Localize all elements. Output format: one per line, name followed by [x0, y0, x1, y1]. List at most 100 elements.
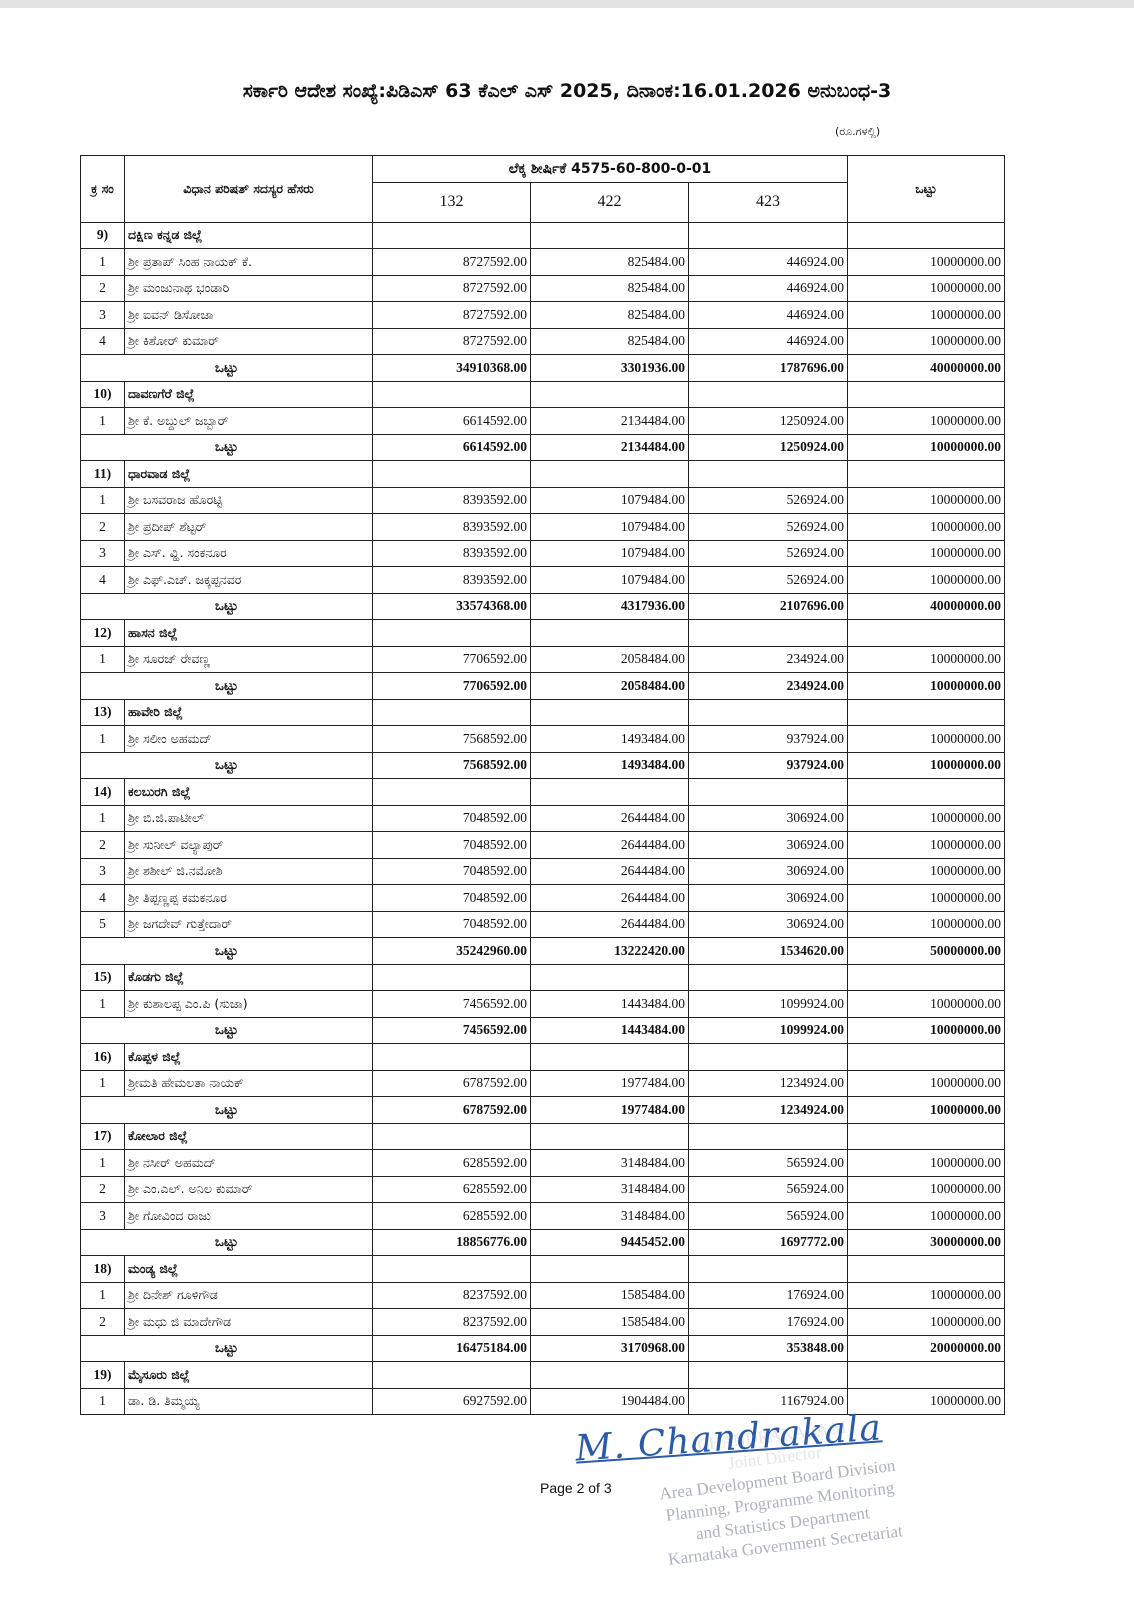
total-grand: 30000000.00	[847, 1228, 1005, 1256]
empty-cell	[372, 698, 531, 726]
amount-422: 1977484.00	[530, 1069, 689, 1097]
amount-132: 7456592.00	[372, 990, 531, 1018]
empty-cell	[688, 1122, 848, 1150]
district-number: 11)	[80, 460, 125, 488]
serial-number: 1	[80, 1149, 125, 1177]
amount-total: 10000000.00	[847, 1308, 1005, 1336]
empty-cell	[688, 460, 848, 488]
district-row: 14) ಕಲಬುರಗಿ ಜಿಲ್ಲೆ	[80, 778, 1005, 806]
empty-cell	[372, 1043, 531, 1071]
total-132: 18856776.00	[372, 1228, 531, 1256]
amount-422: 1585484.00	[530, 1281, 689, 1309]
empty-cell	[847, 1361, 1005, 1389]
district-name: ಧಾರವಾಡ ಜಿಲ್ಲೆ	[124, 460, 373, 488]
district-name: ಕಲಬುರಗಿ ಜಿಲ್ಲೆ	[124, 778, 373, 806]
amount-132: 7048592.00	[372, 804, 531, 832]
empty-cell	[847, 1255, 1005, 1283]
amount-422: 2134484.00	[530, 407, 689, 435]
total-423: 1787696.00	[688, 354, 848, 382]
total-label: ಒಟ್ಟು	[80, 592, 373, 620]
district-number: 15)	[80, 963, 125, 991]
amount-132: 6285592.00	[372, 1175, 531, 1203]
total-423: 234924.00	[688, 672, 848, 700]
amount-423: 565924.00	[688, 1149, 848, 1177]
amount-132: 8727592.00	[372, 327, 531, 355]
amount-423: 176924.00	[688, 1308, 848, 1336]
amount-423: 446924.00	[688, 274, 848, 302]
amount-132: 7706592.00	[372, 645, 531, 673]
serial-number: 1	[80, 407, 125, 435]
amount-total: 10000000.00	[847, 539, 1005, 567]
amount-total: 10000000.00	[847, 857, 1005, 885]
total-grand: 10000000.00	[847, 433, 1005, 461]
total-422: 13222420.00	[530, 937, 689, 965]
serial-number: 2	[80, 274, 125, 302]
member-row: 2 ಶ್ರೀ ಸುನೀಲ್ ವಲ್ಯಾಪುರ್ 7048592.00 2644484.…	[80, 831, 1005, 859]
member-row: 3 ಶ್ರೀ ಐವನ್ ಡಿಸೋಜಾ 8727592.00 825484.00 4469…	[80, 301, 1005, 329]
amount-total: 10000000.00	[847, 274, 1005, 302]
district-number: 19)	[80, 1361, 125, 1389]
empty-cell	[847, 963, 1005, 991]
amount-422: 2644484.00	[530, 857, 689, 885]
empty-cell	[530, 380, 689, 408]
amount-total: 10000000.00	[847, 910, 1005, 938]
district-name: ಕೊಡಗು ಜಿಲ್ಲೆ	[124, 963, 373, 991]
district-name: ಹಾಸನ ಜಿಲ್ಲೆ	[124, 619, 373, 647]
amount-132: 6614592.00	[372, 407, 531, 435]
amount-423: 176924.00	[688, 1281, 848, 1309]
empty-cell	[372, 380, 531, 408]
serial-number: 5	[80, 910, 125, 938]
empty-cell	[530, 619, 689, 647]
member-name: ಶ್ರೀ ಮಧು ಜಿ ಮಾದೇಗೌಡ	[124, 1308, 373, 1336]
empty-cell	[372, 963, 531, 991]
total-132: 16475184.00	[372, 1334, 531, 1362]
member-name: ಶ್ರೀ ಮಂಜುನಾಥ ಭಂಡಾರಿ	[124, 274, 373, 302]
empty-cell	[372, 619, 531, 647]
amount-132: 6285592.00	[372, 1149, 531, 1177]
empty-cell	[688, 619, 848, 647]
district-total-row: ಒಟ್ಟು 6614592.00 2134484.00 1250924.00 10000…	[80, 433, 1005, 461]
amount-422: 825484.00	[530, 248, 689, 276]
district-name: ಮಂಡ್ಯ ಜಿಲ್ಲೆ	[124, 1255, 373, 1283]
total-423: 937924.00	[688, 751, 848, 779]
amount-132: 8393592.00	[372, 539, 531, 567]
serial-number: 3	[80, 1202, 125, 1230]
amount-total: 10000000.00	[847, 327, 1005, 355]
total-132: 7706592.00	[372, 672, 531, 700]
amount-422: 1079484.00	[530, 566, 689, 594]
serial-number: 4	[80, 327, 125, 355]
member-name: ಶ್ರೀ ಕಿಶೋರ್ ಕುಮಾರ್	[124, 327, 373, 355]
member-name: ಶ್ರೀ ತಿಪ್ಪಣ್ಣಪ್ಪ ಕಮಕನೂರ	[124, 884, 373, 912]
empty-cell	[530, 1361, 689, 1389]
serial-number: 2	[80, 1175, 125, 1203]
district-name: ಮೈಸೂರು ಜಿಲ್ಲೆ	[124, 1361, 373, 1389]
amount-132: 7568592.00	[372, 725, 531, 753]
serial-number: 3	[80, 857, 125, 885]
member-name: ಡಾ. ಡಿ. ತಿಮ್ಮಯ್ಯ	[124, 1387, 373, 1415]
amount-total: 10000000.00	[847, 725, 1005, 753]
serial-number: 1	[80, 1387, 125, 1415]
header-col-132: 132	[372, 181, 531, 223]
amount-132: 7048592.00	[372, 910, 531, 938]
empty-cell	[530, 778, 689, 806]
amount-132: 8727592.00	[372, 274, 531, 302]
amount-total: 10000000.00	[847, 566, 1005, 594]
amount-423: 446924.00	[688, 301, 848, 329]
amount-422: 1585484.00	[530, 1308, 689, 1336]
amount-total: 10000000.00	[847, 1202, 1005, 1230]
total-423: 1534620.00	[688, 937, 848, 965]
amount-132: 8237592.00	[372, 1308, 531, 1336]
amount-422: 2644484.00	[530, 831, 689, 859]
member-name: ಶ್ರೀ ನಸೀರ್ ಅಹಮದ್	[124, 1149, 373, 1177]
district-number: 14)	[80, 778, 125, 806]
district-row: 17) ಕೋಲಾರ ಜಿಲ್ಲೆ	[80, 1122, 1005, 1150]
amount-total: 10000000.00	[847, 1175, 1005, 1203]
empty-cell	[530, 221, 689, 249]
district-total-row: ಒಟ್ಟು 7706592.00 2058484.00 234924.00 100000…	[80, 672, 1005, 700]
header-total: ಒಟ್ಟು	[847, 155, 1005, 223]
amount-423: 446924.00	[688, 327, 848, 355]
member-name: ಶ್ರೀ ಎಫ್.ಎಚ್. ಜಕ್ಕಪ್ಪನವರ	[124, 566, 373, 594]
serial-number: 1	[80, 990, 125, 1018]
amount-total: 10000000.00	[847, 831, 1005, 859]
empty-cell	[847, 778, 1005, 806]
